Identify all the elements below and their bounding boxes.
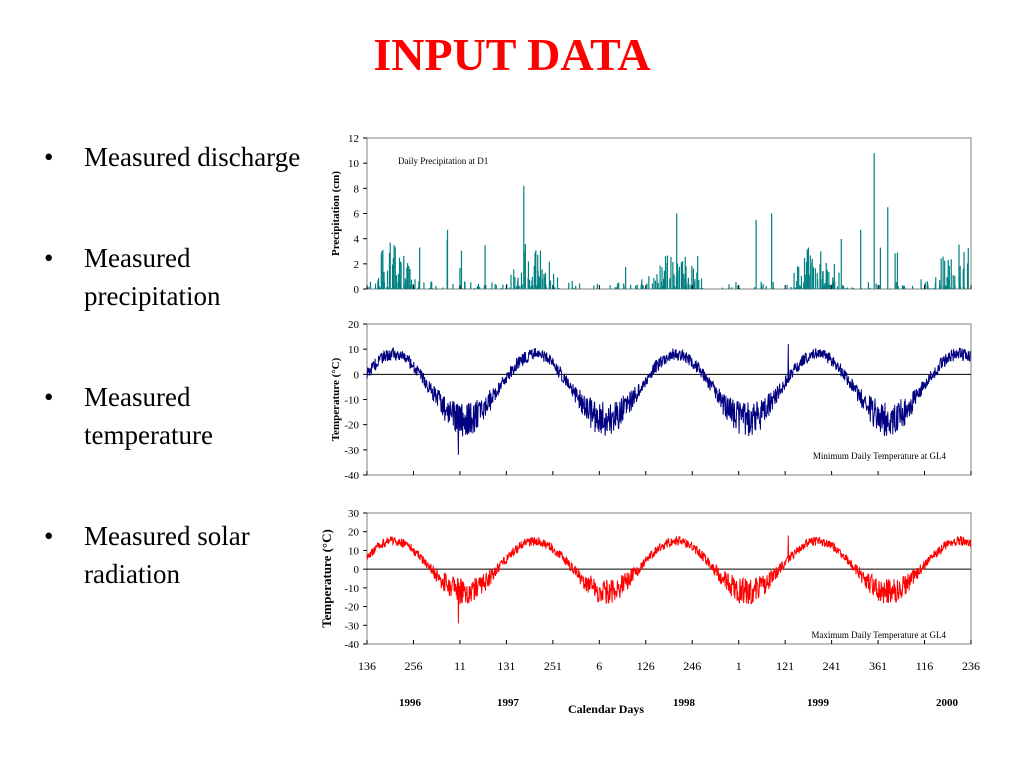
bullet-item: • Measured precipitation [44, 239, 304, 315]
bullet-dot-icon: • [44, 243, 54, 273]
bullet-dot-icon: • [44, 142, 54, 172]
y-tick-label: 30 [348, 508, 360, 520]
bullet-list: • Measured discharge • Measured precipitat… [44, 138, 304, 656]
chart-annotation: Maximum Daily Temperature at GL4 [811, 630, 946, 640]
y-tick-label: -30 [344, 445, 359, 457]
y-tick-label: -30 [344, 620, 359, 632]
chart-annotation: Daily Precipitation at D1 [398, 156, 488, 166]
x-tick-label: 1 [736, 659, 742, 673]
bullet-text: Measured temperature [84, 382, 213, 450]
y-tick-label: 0 [354, 564, 360, 576]
y-axis-title: Precipitation (cm) [330, 171, 342, 256]
x-tick-label: 241 [823, 659, 841, 673]
y-tick-label: -40 [344, 470, 359, 482]
bullet-item: • Measured discharge [44, 138, 304, 176]
x-tick-label: 246 [683, 659, 701, 673]
y-tick-label: -40 [344, 639, 359, 651]
x-tick-label: 256 [404, 659, 422, 673]
plot-frame [366, 512, 972, 645]
y-axis-title: Temperature (°C) [319, 529, 334, 628]
x-tick-label: 131 [497, 659, 515, 673]
x-tick-label: 11 [454, 659, 466, 673]
y-tick-label: 8 [354, 183, 360, 195]
x-axis-title: Calendar Days [568, 702, 644, 716]
x-tick-label: 6 [596, 659, 602, 673]
year-label: 1996 [399, 697, 422, 709]
chart-annotation: Minimum Daily Temperature at GL4 [813, 451, 947, 461]
temperature-series-line [366, 344, 972, 455]
y-tick-label: -20 [344, 602, 359, 614]
year-label: 1999 [807, 697, 830, 709]
y-tick-label: 0 [354, 369, 360, 381]
y-tick-label: 6 [354, 209, 360, 221]
x-tick-label: 236 [962, 659, 980, 673]
year-label: 1998 [673, 697, 696, 709]
y-tick-label: 10 [348, 158, 360, 170]
x-tick-label: 251 [544, 659, 562, 673]
y-tick-label: -20 [344, 420, 359, 432]
year-label: 2000 [936, 697, 959, 709]
year-label: 1997 [497, 697, 520, 709]
y-tick-label: 10 [348, 545, 360, 557]
x-tick-label: 136 [358, 659, 376, 673]
y-tick-label: 2 [354, 259, 360, 271]
bullet-text: Measured discharge [84, 142, 301, 172]
bullet-dot-icon: • [44, 521, 54, 551]
y-tick-label: 12 [348, 133, 359, 145]
bullet-dot-icon: • [44, 382, 54, 412]
x-tick-label: 126 [637, 659, 655, 673]
y-tick-label: 0 [354, 284, 360, 296]
bullet-text: Measured precipitation [84, 243, 221, 311]
bullet-text: Measured solar radiation [84, 521, 250, 589]
x-tick-label: 121 [776, 659, 794, 673]
y-tick-label: 4 [354, 234, 360, 246]
y-tick-label: 20 [348, 527, 360, 539]
y-tick-label: -10 [344, 583, 359, 595]
temperature-series-line [366, 535, 972, 624]
x-tick-label: 361 [869, 659, 887, 673]
bullet-item: • Measured solar radiation [44, 517, 304, 593]
x-tick-label: 116 [916, 659, 934, 673]
y-tick-label: 10 [348, 344, 360, 356]
slide-title: INPUT DATA [373, 29, 651, 80]
y-axis-title: Temperature (°C) [330, 357, 342, 441]
y-tick-label: 20 [348, 319, 360, 331]
bullet-item: • Measured temperature [44, 378, 304, 454]
y-tick-label: -10 [344, 395, 359, 407]
